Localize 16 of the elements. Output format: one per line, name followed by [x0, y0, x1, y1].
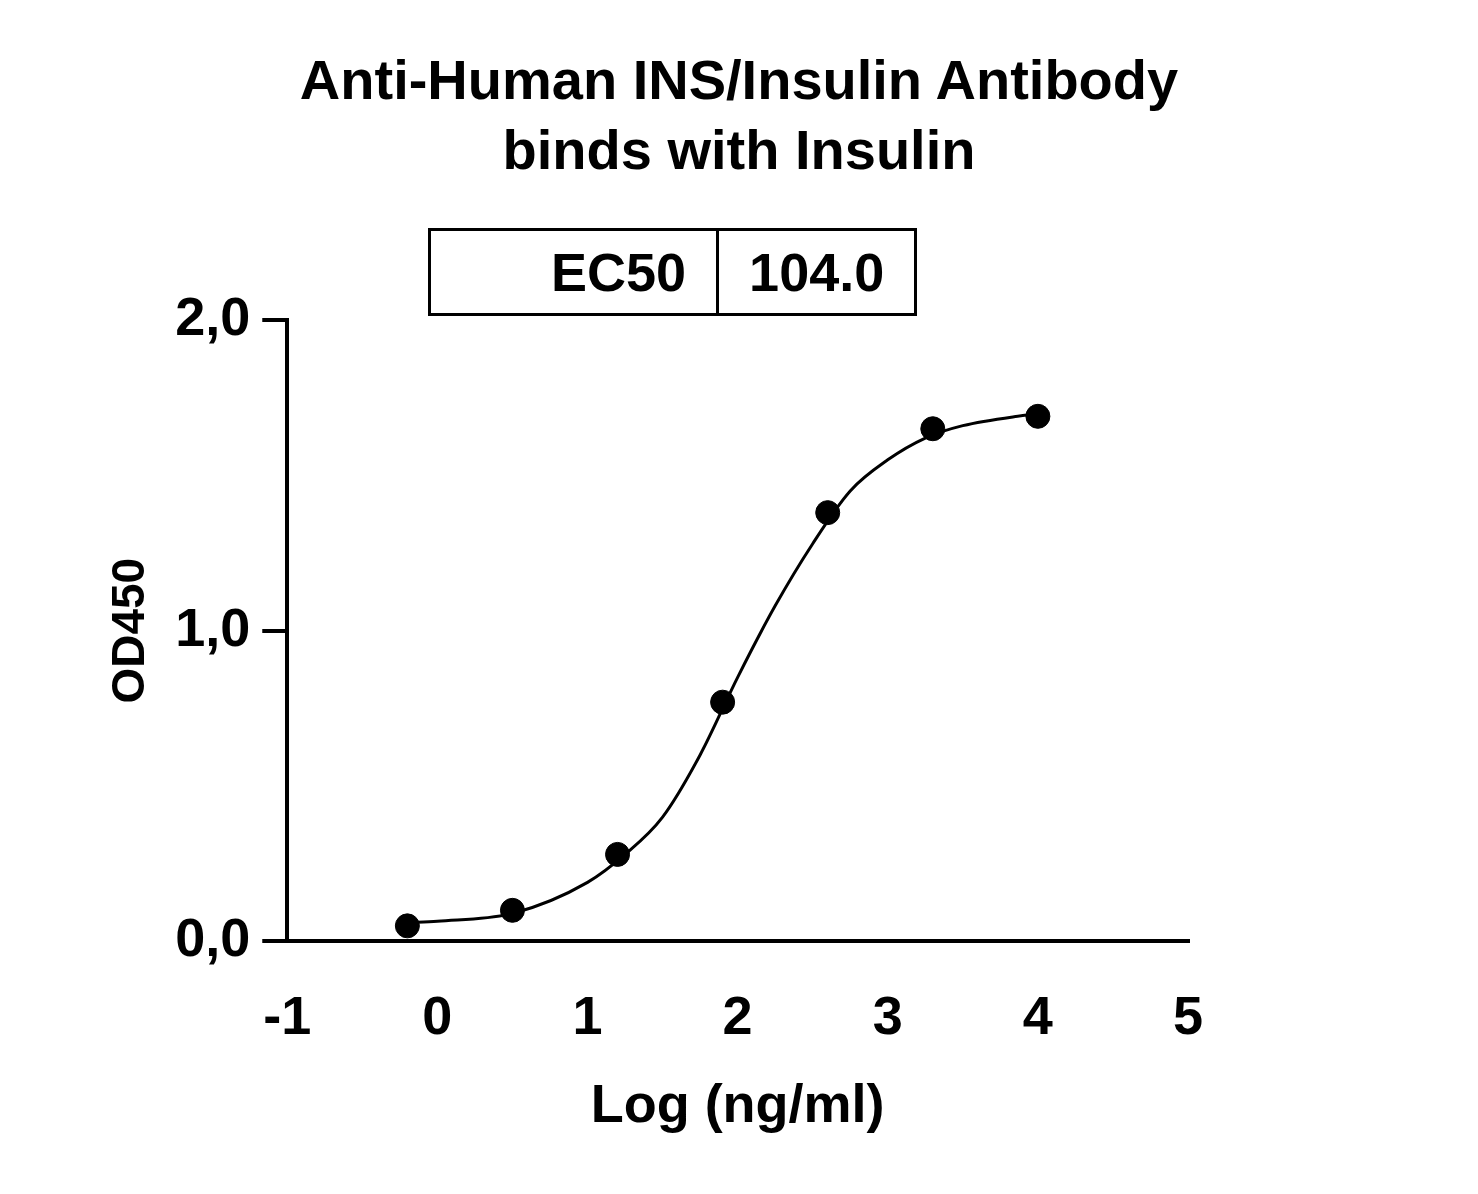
y-tick-label: 1,0 [175, 596, 251, 657]
chart-title: Anti-Human INS/Insulin Antibody [298, 47, 1180, 113]
x-tick-label: -1 [263, 984, 312, 1045]
y-tick-label: 2,0 [175, 285, 251, 346]
x-tick-label: 4 [1022, 984, 1053, 1045]
y-tick-label: 0,0 [175, 907, 251, 968]
x-tick-label: 0 [422, 984, 453, 1045]
x-tick-label: 2 [722, 984, 753, 1045]
text: 104.0 [717, 229, 916, 315]
x-tick-label: 3 [872, 984, 903, 1045]
y-axis-title: OD450 [102, 557, 155, 704]
x-tick-label: 5 [1172, 984, 1204, 1045]
x-axis-title: Log (ng/ml) [590, 1073, 885, 1134]
text: EC50 [429, 229, 718, 315]
chart-subtitle: binds with Insulin [501, 117, 977, 183]
x-tick-label: 1 [572, 984, 603, 1045]
